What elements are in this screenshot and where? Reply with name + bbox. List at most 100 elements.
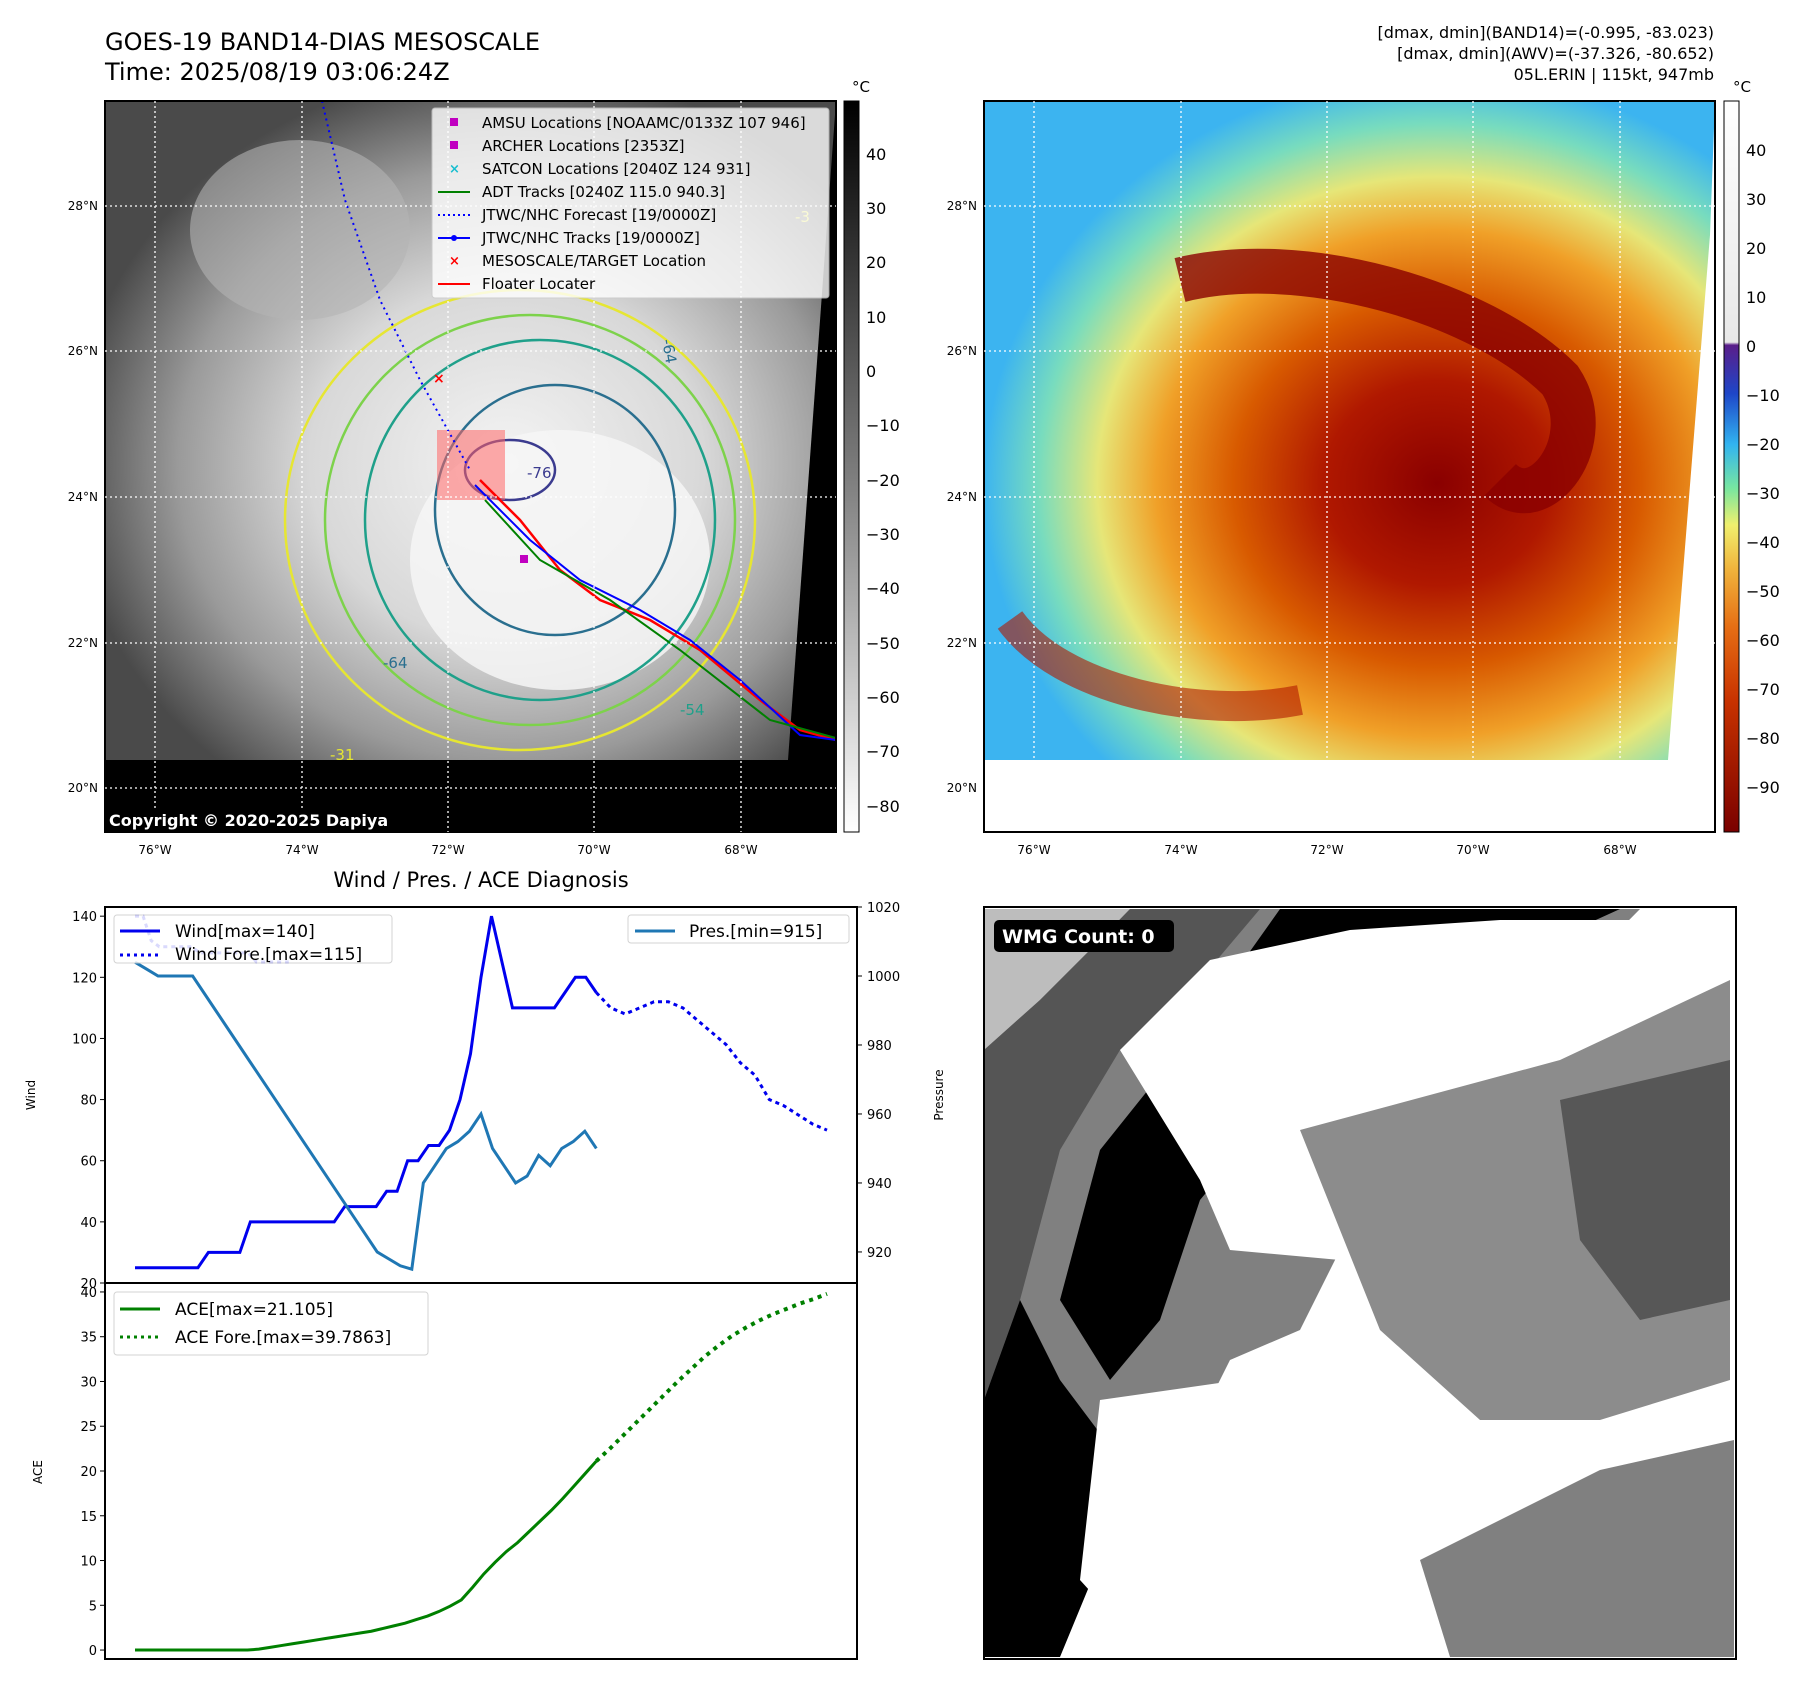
wind-series-line bbox=[135, 915, 598, 1270]
pres-ylabel: Pressure bbox=[932, 1069, 946, 1120]
color-cbar-tick: −60 bbox=[1746, 631, 1780, 650]
ace-tick-label: 25 bbox=[80, 1420, 97, 1435]
contour-label-4: -54 bbox=[680, 701, 705, 719]
wind-pressure-chart: 20 40 60 80 100 120 140 920 940 960 980 1000 1020 W… bbox=[24, 901, 946, 1292]
color-cbar-tick: −80 bbox=[1746, 729, 1780, 748]
contour-label-5: -31 bbox=[330, 746, 355, 764]
ir-lat-label: 24°N bbox=[68, 490, 98, 504]
info-band14: [dmax, dmin](BAND14)=(-0.995, -83.023) bbox=[1378, 23, 1714, 42]
color-lat-label: 26°N bbox=[947, 344, 977, 358]
pres-tick-label: 1020 bbox=[867, 901, 900, 916]
legend-floater: Floater Locater bbox=[482, 275, 596, 293]
info-awv: [dmax, dmin](AWV)=(-37.326, -80.652) bbox=[1397, 44, 1714, 63]
legend-archer: ARCHER Locations [2353Z] bbox=[482, 137, 685, 155]
ir-cbar-tick: −10 bbox=[866, 416, 900, 435]
legend-satcon-marker: × bbox=[449, 162, 460, 177]
ir-cbar-tick: 10 bbox=[866, 308, 886, 327]
legend-adt: ADT Tracks [0240Z 115.0 940.3] bbox=[482, 183, 725, 201]
ace-tick-label: 35 bbox=[80, 1331, 97, 1346]
floater-track bbox=[479, 479, 836, 742]
ir-cbar-tick: 40 bbox=[866, 145, 886, 164]
legend-target: MESOSCALE/TARGET Location bbox=[482, 252, 706, 270]
color-map-panel: °C 40 30 20 10 0 −10 −20 −30 −40 −50 −60… bbox=[947, 78, 1780, 857]
amsu-marker bbox=[520, 555, 528, 563]
color-lon-label: 68°W bbox=[1603, 843, 1636, 857]
ir-lon-label: 68°W bbox=[724, 843, 757, 857]
ir-cbar-tick: 0 bbox=[866, 362, 876, 381]
pres-legend: Pres.[min=915] bbox=[689, 922, 822, 942]
ace-fore-legend: ACE Fore.[max=39.7863] bbox=[175, 1328, 391, 1348]
color-lon-label: 70°W bbox=[1456, 843, 1489, 857]
ir-lat-label: 28°N bbox=[68, 199, 98, 213]
color-cbar-tick: −90 bbox=[1746, 778, 1780, 797]
color-lat-label: 24°N bbox=[947, 490, 977, 504]
main-title: GOES-19 BAND14-DIAS MESOSCALE bbox=[105, 28, 540, 56]
wind-tick-label: 100 bbox=[72, 1032, 97, 1047]
copyright-text: Copyright © 2020-2025 Dapiya bbox=[109, 811, 388, 830]
ir-lat-label: 22°N bbox=[68, 636, 98, 650]
ir-cbar-tick: −70 bbox=[866, 742, 900, 761]
ir-lat-label: 26°N bbox=[68, 344, 98, 358]
ir-map-panel: × -64 -76 -64 -54 -31 -3 Copyright © 202… bbox=[68, 78, 900, 857]
ace-legend: ACE[max=21.105] bbox=[175, 1300, 333, 1320]
ir-lat-label: 20°N bbox=[68, 781, 98, 795]
contour-label-1: -64 bbox=[658, 338, 680, 365]
color-cbar-tick: 10 bbox=[1746, 288, 1766, 307]
contour-label-3: -64 bbox=[383, 654, 408, 672]
color-colorbar bbox=[1723, 100, 1740, 833]
wmg-count-label: WMG Count: 0 bbox=[1002, 926, 1155, 948]
wind-tick-label: 40 bbox=[80, 1216, 97, 1231]
color-lon-label: 74°W bbox=[1164, 843, 1197, 857]
ir-cbar-tick: 20 bbox=[866, 253, 886, 272]
wind-legend: Wind[max=140] bbox=[175, 922, 315, 942]
legend-satcon: SATCON Locations [2040Z 124 931] bbox=[482, 160, 750, 178]
color-lon-label: 72°W bbox=[1310, 843, 1343, 857]
ace-tick-label: 40 bbox=[80, 1286, 97, 1301]
color-cbar-tick: 0 bbox=[1746, 337, 1756, 356]
wmg-panel: WMG Count: 0 bbox=[983, 906, 1737, 1660]
legend-archer-marker bbox=[450, 141, 458, 149]
ir-lon-label: 70°W bbox=[577, 843, 610, 857]
ir-colorbar bbox=[843, 100, 860, 833]
color-cbar-tick: −20 bbox=[1746, 435, 1780, 454]
contour-label-2: -76 bbox=[527, 464, 552, 482]
ir-cbar-tick: −50 bbox=[866, 634, 900, 653]
color-cbar-tick: 40 bbox=[1746, 141, 1766, 160]
mesoscale-marker: × bbox=[433, 371, 445, 387]
adt-track bbox=[484, 499, 836, 739]
color-cbar-tick: −40 bbox=[1746, 533, 1780, 552]
pres-tick-label: 940 bbox=[867, 1177, 892, 1192]
ace-series-line bbox=[135, 1460, 598, 1652]
wind-tick-label: 80 bbox=[80, 1094, 97, 1109]
wind-ylabel: Wind bbox=[24, 1080, 38, 1110]
ace-chart: 0 5 10 15 20 25 30 35 40 ACE ACE[max=21.105] ACE… bbox=[31, 1282, 858, 1660]
color-lat-label: 22°N bbox=[947, 636, 977, 650]
legend-tracks-dot bbox=[451, 235, 457, 241]
color-cbar-tick: −10 bbox=[1746, 386, 1780, 405]
ace-tick-label: 15 bbox=[80, 1510, 97, 1525]
color-lat-label: 28°N bbox=[947, 199, 977, 213]
color-cbar-tick: 30 bbox=[1746, 190, 1766, 209]
time-title: Time: 2025/08/19 03:06:24Z bbox=[104, 58, 450, 86]
ir-lon-label: 72°W bbox=[431, 843, 464, 857]
info-storm: 05L.ERIN | 115kt, 947mb bbox=[1514, 65, 1714, 84]
ir-colorbar-unit: °C bbox=[852, 78, 870, 96]
color-image bbox=[984, 101, 1715, 760]
pressure-series-line bbox=[134, 960, 598, 1272]
wind-tick-label: 20 bbox=[80, 1277, 97, 1292]
wind-tick-label: 120 bbox=[72, 971, 97, 986]
wind-tick-label: 140 bbox=[72, 910, 97, 925]
ace-tick-label: 0 bbox=[89, 1644, 97, 1659]
ace-tick-label: 10 bbox=[80, 1555, 97, 1570]
color-colorbar-unit: °C bbox=[1733, 78, 1751, 96]
ir-cbar-tick: −80 bbox=[866, 797, 900, 816]
pres-tick-label: 960 bbox=[867, 1108, 892, 1123]
ir-cbar-tick: −60 bbox=[866, 688, 900, 707]
color-lat-label: 20°N bbox=[947, 781, 977, 795]
diagnosis-title: Wind / Pres. / ACE Diagnosis bbox=[333, 868, 628, 892]
ace-tick-label: 5 bbox=[89, 1599, 97, 1614]
target-box bbox=[437, 430, 505, 500]
ir-lon-label: 76°W bbox=[138, 843, 171, 857]
ace-ylabel: ACE bbox=[31, 1460, 45, 1484]
ace-tick-label: 30 bbox=[80, 1375, 97, 1390]
